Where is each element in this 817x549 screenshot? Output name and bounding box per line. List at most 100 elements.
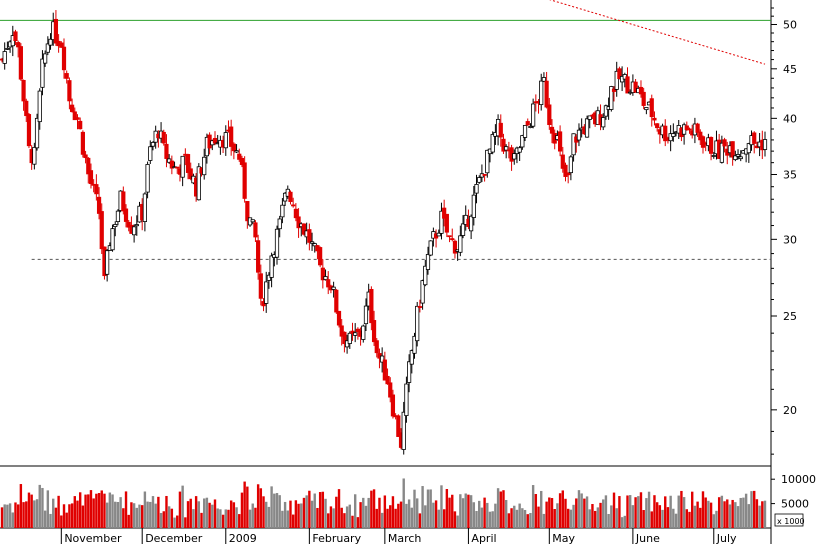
volume-bar <box>763 500 767 528</box>
volume-bar <box>753 490 756 528</box>
volume-bar <box>693 505 697 528</box>
volume-bar <box>742 497 745 528</box>
volume-bar <box>68 504 71 528</box>
candle-body <box>401 411 406 450</box>
candles <box>0 10 768 455</box>
volume-bar <box>612 492 616 528</box>
candle-body <box>123 208 129 222</box>
volume-bar <box>243 481 246 528</box>
month-label: July <box>716 532 737 544</box>
candle-body <box>625 76 630 94</box>
volume-bar <box>386 508 389 528</box>
volume-bar <box>197 501 201 528</box>
price-tick-label: 35 <box>783 169 797 182</box>
candle-body <box>169 160 174 169</box>
candle-body <box>568 156 573 174</box>
candle-body <box>522 125 528 138</box>
candle-body <box>469 215 474 232</box>
candle-body <box>644 107 649 111</box>
volume-bar <box>122 508 125 528</box>
candle-body <box>72 111 77 121</box>
volume-bar <box>194 496 198 528</box>
volume-bar <box>95 493 98 528</box>
candle-body <box>563 164 568 177</box>
candle-body <box>231 143 236 152</box>
price-tick-label: 25 <box>783 310 797 323</box>
volume-bar <box>634 497 637 528</box>
volume-bar <box>229 500 233 528</box>
volume-bar <box>297 503 300 528</box>
candle-body <box>320 267 325 281</box>
candle-body <box>655 123 660 129</box>
candle-body <box>428 240 433 256</box>
volume-bar <box>248 509 252 528</box>
candle-body <box>447 235 452 238</box>
volume-bar <box>54 507 58 528</box>
volume-bar <box>761 501 764 528</box>
volume-bar <box>580 493 583 528</box>
volume-bar <box>316 507 319 528</box>
candle-body <box>374 340 379 354</box>
volume-bar <box>213 499 217 528</box>
volume-axis-labels: 5000 10000 x 1000 <box>774 473 816 527</box>
candle-body <box>180 155 185 178</box>
candle-body <box>212 137 218 144</box>
candle-body <box>334 289 339 313</box>
volume-bar <box>35 499 39 528</box>
candle-body <box>560 154 565 169</box>
volume-bar <box>283 501 287 528</box>
volume-bar <box>16 504 20 528</box>
candle-body <box>37 90 42 123</box>
candle-body <box>312 243 317 247</box>
volume-bar <box>205 497 209 528</box>
volume-bar <box>585 496 589 528</box>
candle-body <box>671 133 676 137</box>
candle-body <box>638 86 644 95</box>
volume-bar <box>345 506 349 528</box>
candle-body <box>584 118 590 138</box>
volume-bar <box>324 498 327 528</box>
volume-bar <box>696 501 699 528</box>
volume-bar <box>65 512 68 528</box>
volume-bar <box>389 505 392 528</box>
candle-body <box>342 331 347 345</box>
candle-body <box>609 86 614 110</box>
candle-body <box>264 281 269 304</box>
candle-body <box>407 361 412 383</box>
candle-body <box>520 135 525 148</box>
candle-body <box>547 104 552 125</box>
candle-body <box>13 31 18 42</box>
candle-body <box>663 125 668 142</box>
volume-bar <box>380 512 384 528</box>
candle-body <box>293 208 298 219</box>
volume-bar <box>437 509 440 528</box>
candle-body <box>544 80 549 108</box>
volume-bar <box>445 489 449 528</box>
candle-body <box>242 162 247 199</box>
candle-body <box>501 138 506 152</box>
volume-bar <box>340 507 343 528</box>
volume-bar <box>332 508 335 528</box>
volume-bar <box>108 492 112 528</box>
candle-body <box>318 247 323 266</box>
candle-body <box>711 155 716 157</box>
volume-bar <box>291 514 295 528</box>
candle-body <box>78 120 83 130</box>
month-label: November <box>64 532 122 544</box>
month-label: December <box>145 532 203 544</box>
volume-bar <box>469 495 473 528</box>
candle-body <box>53 18 59 44</box>
volume-unit-label: x 1000 <box>777 517 805 526</box>
candle-body <box>185 154 191 173</box>
volume-bar <box>254 507 257 528</box>
candle-body <box>512 153 517 160</box>
volume-bar <box>138 504 141 528</box>
volume-bar <box>628 495 632 528</box>
volume-bar <box>440 485 443 528</box>
candle-body <box>229 126 234 147</box>
candle-body <box>409 350 414 365</box>
volume-bar <box>170 508 174 528</box>
candle-body <box>16 42 21 48</box>
candle-body <box>167 158 172 163</box>
